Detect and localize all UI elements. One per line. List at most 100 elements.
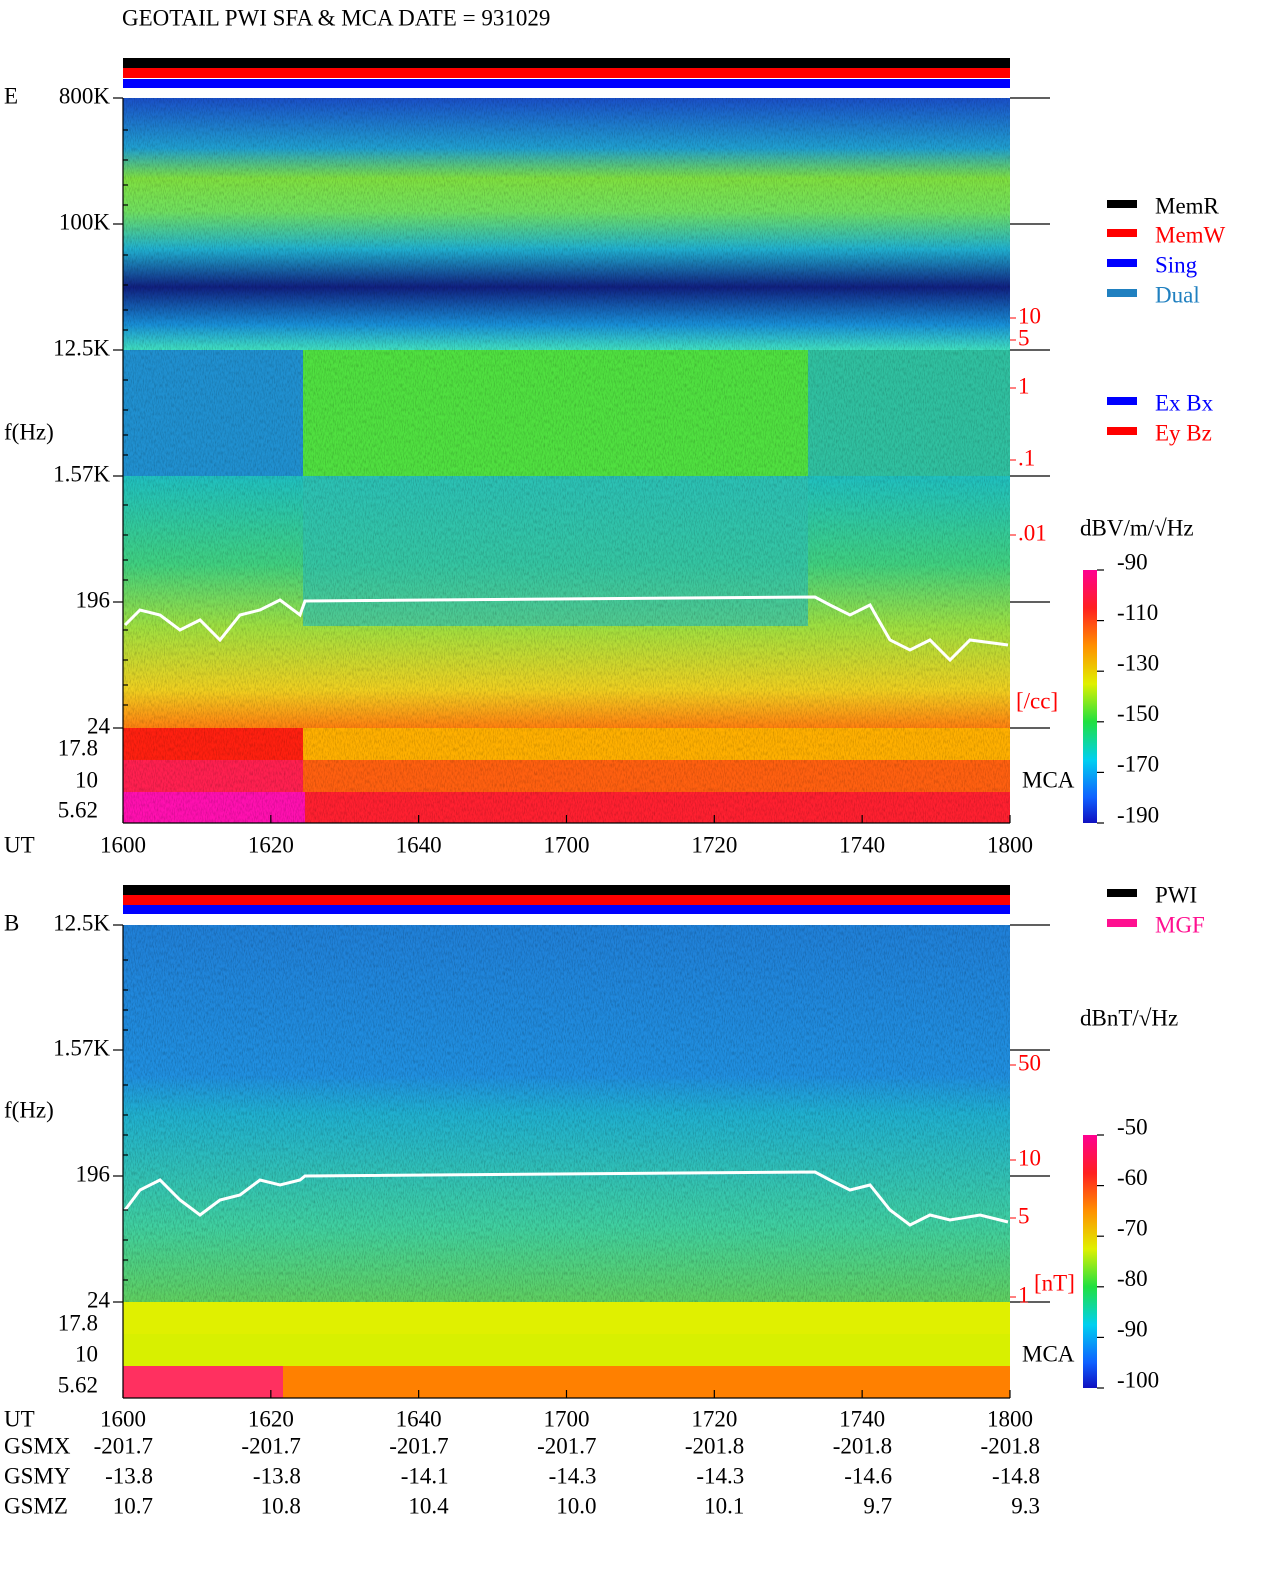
colorbar-unit: dBV/m/√Hz <box>1080 515 1194 540</box>
y-tick-label: 12.5K <box>53 335 110 360</box>
x-tick-label: 1720 <box>691 1406 737 1431</box>
side-unit: [nT] <box>1034 1270 1075 1295</box>
x-tick-label: 1720 <box>691 832 737 857</box>
legend-swatch <box>1107 427 1137 435</box>
y-tick-label: 1.57K <box>53 461 110 486</box>
legend-label: MGF <box>1155 912 1205 937</box>
colorbar-tick-label: -70 <box>1117 1215 1148 1240</box>
position-value: -13.8 <box>253 1463 301 1488</box>
spectrogram-e <box>123 98 1010 823</box>
position-name: GSMX <box>4 1433 71 1458</box>
colorbar-tick-label: -150 <box>1117 701 1159 726</box>
y-tick-label: 196 <box>76 1161 111 1186</box>
colorbar-tick-label: -90 <box>1117 549 1148 574</box>
mca-tick-label: 5.62 <box>58 1372 98 1397</box>
panel-label: E <box>4 83 18 108</box>
title: GEOTAIL PWI SFA & MCA DATE = 931029 <box>122 5 550 30</box>
x-tick-label: 1740 <box>839 1406 885 1431</box>
status-bars-b <box>123 885 1010 914</box>
mca-tick-label: 10 <box>75 767 98 792</box>
colorbar-tick-label: -50 <box>1117 1114 1148 1139</box>
y-tick-label: 800K <box>59 83 111 108</box>
position-value: 10.0 <box>556 1493 596 1518</box>
legend-label: MemR <box>1155 193 1220 218</box>
panel-label: B <box>4 910 19 935</box>
position-value: -13.8 <box>105 1463 153 1488</box>
y-tick-label: 100K <box>59 209 111 234</box>
position-value: -201.8 <box>833 1433 892 1458</box>
position-value: 9.7 <box>863 1493 892 1518</box>
position-value: -201.8 <box>685 1433 744 1458</box>
colorbar-tick-label: -60 <box>1117 1165 1148 1190</box>
spectrogram-b <box>123 925 1010 1398</box>
position-value: -201.7 <box>537 1433 596 1458</box>
colorbar-tick-label: -170 <box>1117 752 1159 777</box>
position-name: GSMY <box>4 1463 71 1488</box>
legend-label: Ey Bz <box>1155 420 1212 445</box>
legend-swatch <box>1107 289 1137 297</box>
position-value: -14.3 <box>549 1463 597 1488</box>
x-tick-label: 1620 <box>248 832 294 857</box>
side-unit: [/cc] <box>1016 688 1058 713</box>
colorbar-e <box>1083 570 1097 823</box>
mca-tick-label: 17.8 <box>58 1310 98 1335</box>
side-tick-label: 10 <box>1018 1145 1041 1170</box>
legend-label: Dual <box>1155 282 1200 307</box>
x-tick-label: 1620 <box>248 1406 294 1431</box>
mca-tick-label: 10 <box>75 1341 98 1366</box>
y-tick-label: 12.5K <box>53 910 110 935</box>
side-tick-label: 10 <box>1018 303 1041 328</box>
colorbar-b <box>1083 1135 1097 1388</box>
position-value: 10.1 <box>704 1493 744 1518</box>
position-value: -201.7 <box>241 1433 300 1458</box>
y-tick-label: 24 <box>87 1287 111 1312</box>
position-value: -201.7 <box>94 1433 153 1458</box>
x-tick-label: 1800 <box>987 832 1033 857</box>
colorbar-tick-label: -130 <box>1117 650 1159 675</box>
x-axis-label: UT <box>4 1406 35 1431</box>
mca-tick-label: 5.62 <box>58 797 98 822</box>
position-value: 10.8 <box>261 1493 301 1518</box>
mca-label: MCA <box>1022 1341 1075 1366</box>
y-tick-label: 1.57K <box>53 1035 110 1060</box>
side-tick-label: .1 <box>1018 445 1035 470</box>
y-tick-label: 196 <box>76 587 111 612</box>
legend-label: Ex Bx <box>1155 390 1214 415</box>
colorbar-tick-label: -90 <box>1117 1317 1148 1342</box>
x-tick-label: 1640 <box>396 832 442 857</box>
legend-swatch <box>1107 397 1137 405</box>
position-value: -14.6 <box>844 1463 892 1488</box>
legend-swatch <box>1107 919 1137 927</box>
side-tick-label: 50 <box>1018 1050 1041 1075</box>
colorbar-tick-label: -190 <box>1117 802 1159 827</box>
x-axis-label: UT <box>4 832 35 857</box>
legend-swatch <box>1107 229 1137 237</box>
legend-label: Sing <box>1155 252 1198 277</box>
position-value: -14.8 <box>992 1463 1040 1488</box>
side-tick-label: .01 <box>1018 520 1047 545</box>
legend-label: MemW <box>1155 222 1226 247</box>
position-name: GSMZ <box>4 1493 68 1518</box>
x-tick-label: 1600 <box>100 1406 146 1431</box>
x-tick-label: 1700 <box>543 1406 589 1431</box>
position-value: -201.7 <box>389 1433 448 1458</box>
x-tick-label: 1740 <box>839 832 885 857</box>
side-tick-label: 5 <box>1018 325 1030 350</box>
legend-swatch <box>1107 259 1137 267</box>
side-tick-label: 1 <box>1018 1282 1030 1307</box>
colorbar-tick-label: -110 <box>1117 600 1158 625</box>
x-tick-label: 1800 <box>987 1406 1033 1431</box>
colorbar-tick-label: -80 <box>1117 1266 1148 1291</box>
mca-label: MCA <box>1022 767 1075 792</box>
mca-tick-label: 17.8 <box>58 735 98 760</box>
position-value: -14.3 <box>696 1463 744 1488</box>
legend-swatch <box>1107 200 1137 208</box>
position-value: 10.7 <box>113 1493 153 1518</box>
position-value: -14.1 <box>401 1463 449 1488</box>
position-value: 9.3 <box>1011 1493 1040 1518</box>
x-tick-label: 1600 <box>100 832 146 857</box>
side-tick-label: 1 <box>1018 373 1030 398</box>
colorbar-unit: dBnT/√Hz <box>1080 1005 1178 1030</box>
y-tick-label: 24 <box>87 713 111 738</box>
